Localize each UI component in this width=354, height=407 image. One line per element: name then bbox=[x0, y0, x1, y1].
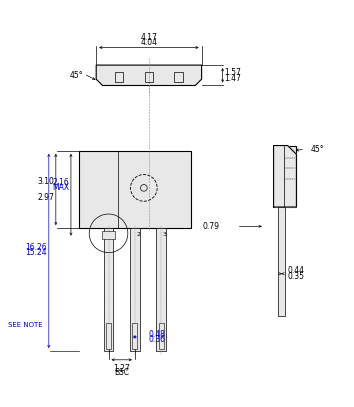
Text: 1.47: 1.47 bbox=[224, 74, 241, 83]
Text: 2: 2 bbox=[137, 232, 141, 237]
Text: 2.97: 2.97 bbox=[37, 193, 54, 202]
Text: BSC: BSC bbox=[114, 368, 129, 377]
Bar bbox=[144, 72, 153, 82]
Text: 16.26: 16.26 bbox=[25, 243, 47, 252]
Text: MAX: MAX bbox=[52, 183, 69, 192]
Text: 2.16: 2.16 bbox=[52, 178, 69, 187]
Text: 0.48: 0.48 bbox=[149, 330, 165, 339]
Text: 4.04: 4.04 bbox=[141, 38, 158, 47]
Text: 1.57: 1.57 bbox=[224, 68, 241, 77]
Text: 15.24: 15.24 bbox=[25, 248, 47, 257]
Bar bbox=[274, 146, 296, 207]
Text: 1: 1 bbox=[110, 232, 114, 237]
Text: 45°: 45° bbox=[70, 71, 84, 80]
Text: 4.17: 4.17 bbox=[141, 33, 157, 42]
Text: 0.35: 0.35 bbox=[287, 272, 304, 281]
Text: 45°: 45° bbox=[310, 144, 324, 153]
Bar bbox=[278, 207, 285, 316]
Bar bbox=[159, 323, 164, 349]
Bar bbox=[132, 323, 137, 349]
Text: 0.36: 0.36 bbox=[149, 335, 166, 344]
Polygon shape bbox=[96, 65, 201, 85]
Text: 0.79: 0.79 bbox=[202, 222, 219, 231]
Text: 1.27: 1.27 bbox=[113, 364, 130, 373]
Text: 3: 3 bbox=[163, 232, 167, 237]
Bar bbox=[130, 228, 140, 351]
Text: 0.44: 0.44 bbox=[287, 267, 304, 276]
Text: 3.10: 3.10 bbox=[37, 177, 54, 186]
Bar bbox=[106, 323, 111, 349]
Text: SEE NOTE: SEE NOTE bbox=[8, 322, 43, 328]
Bar bbox=[104, 228, 113, 351]
Bar bbox=[115, 72, 124, 82]
Polygon shape bbox=[274, 146, 296, 207]
Bar bbox=[175, 72, 183, 82]
Bar bbox=[156, 228, 166, 351]
Bar bbox=[102, 231, 115, 239]
Bar bbox=[79, 151, 191, 228]
